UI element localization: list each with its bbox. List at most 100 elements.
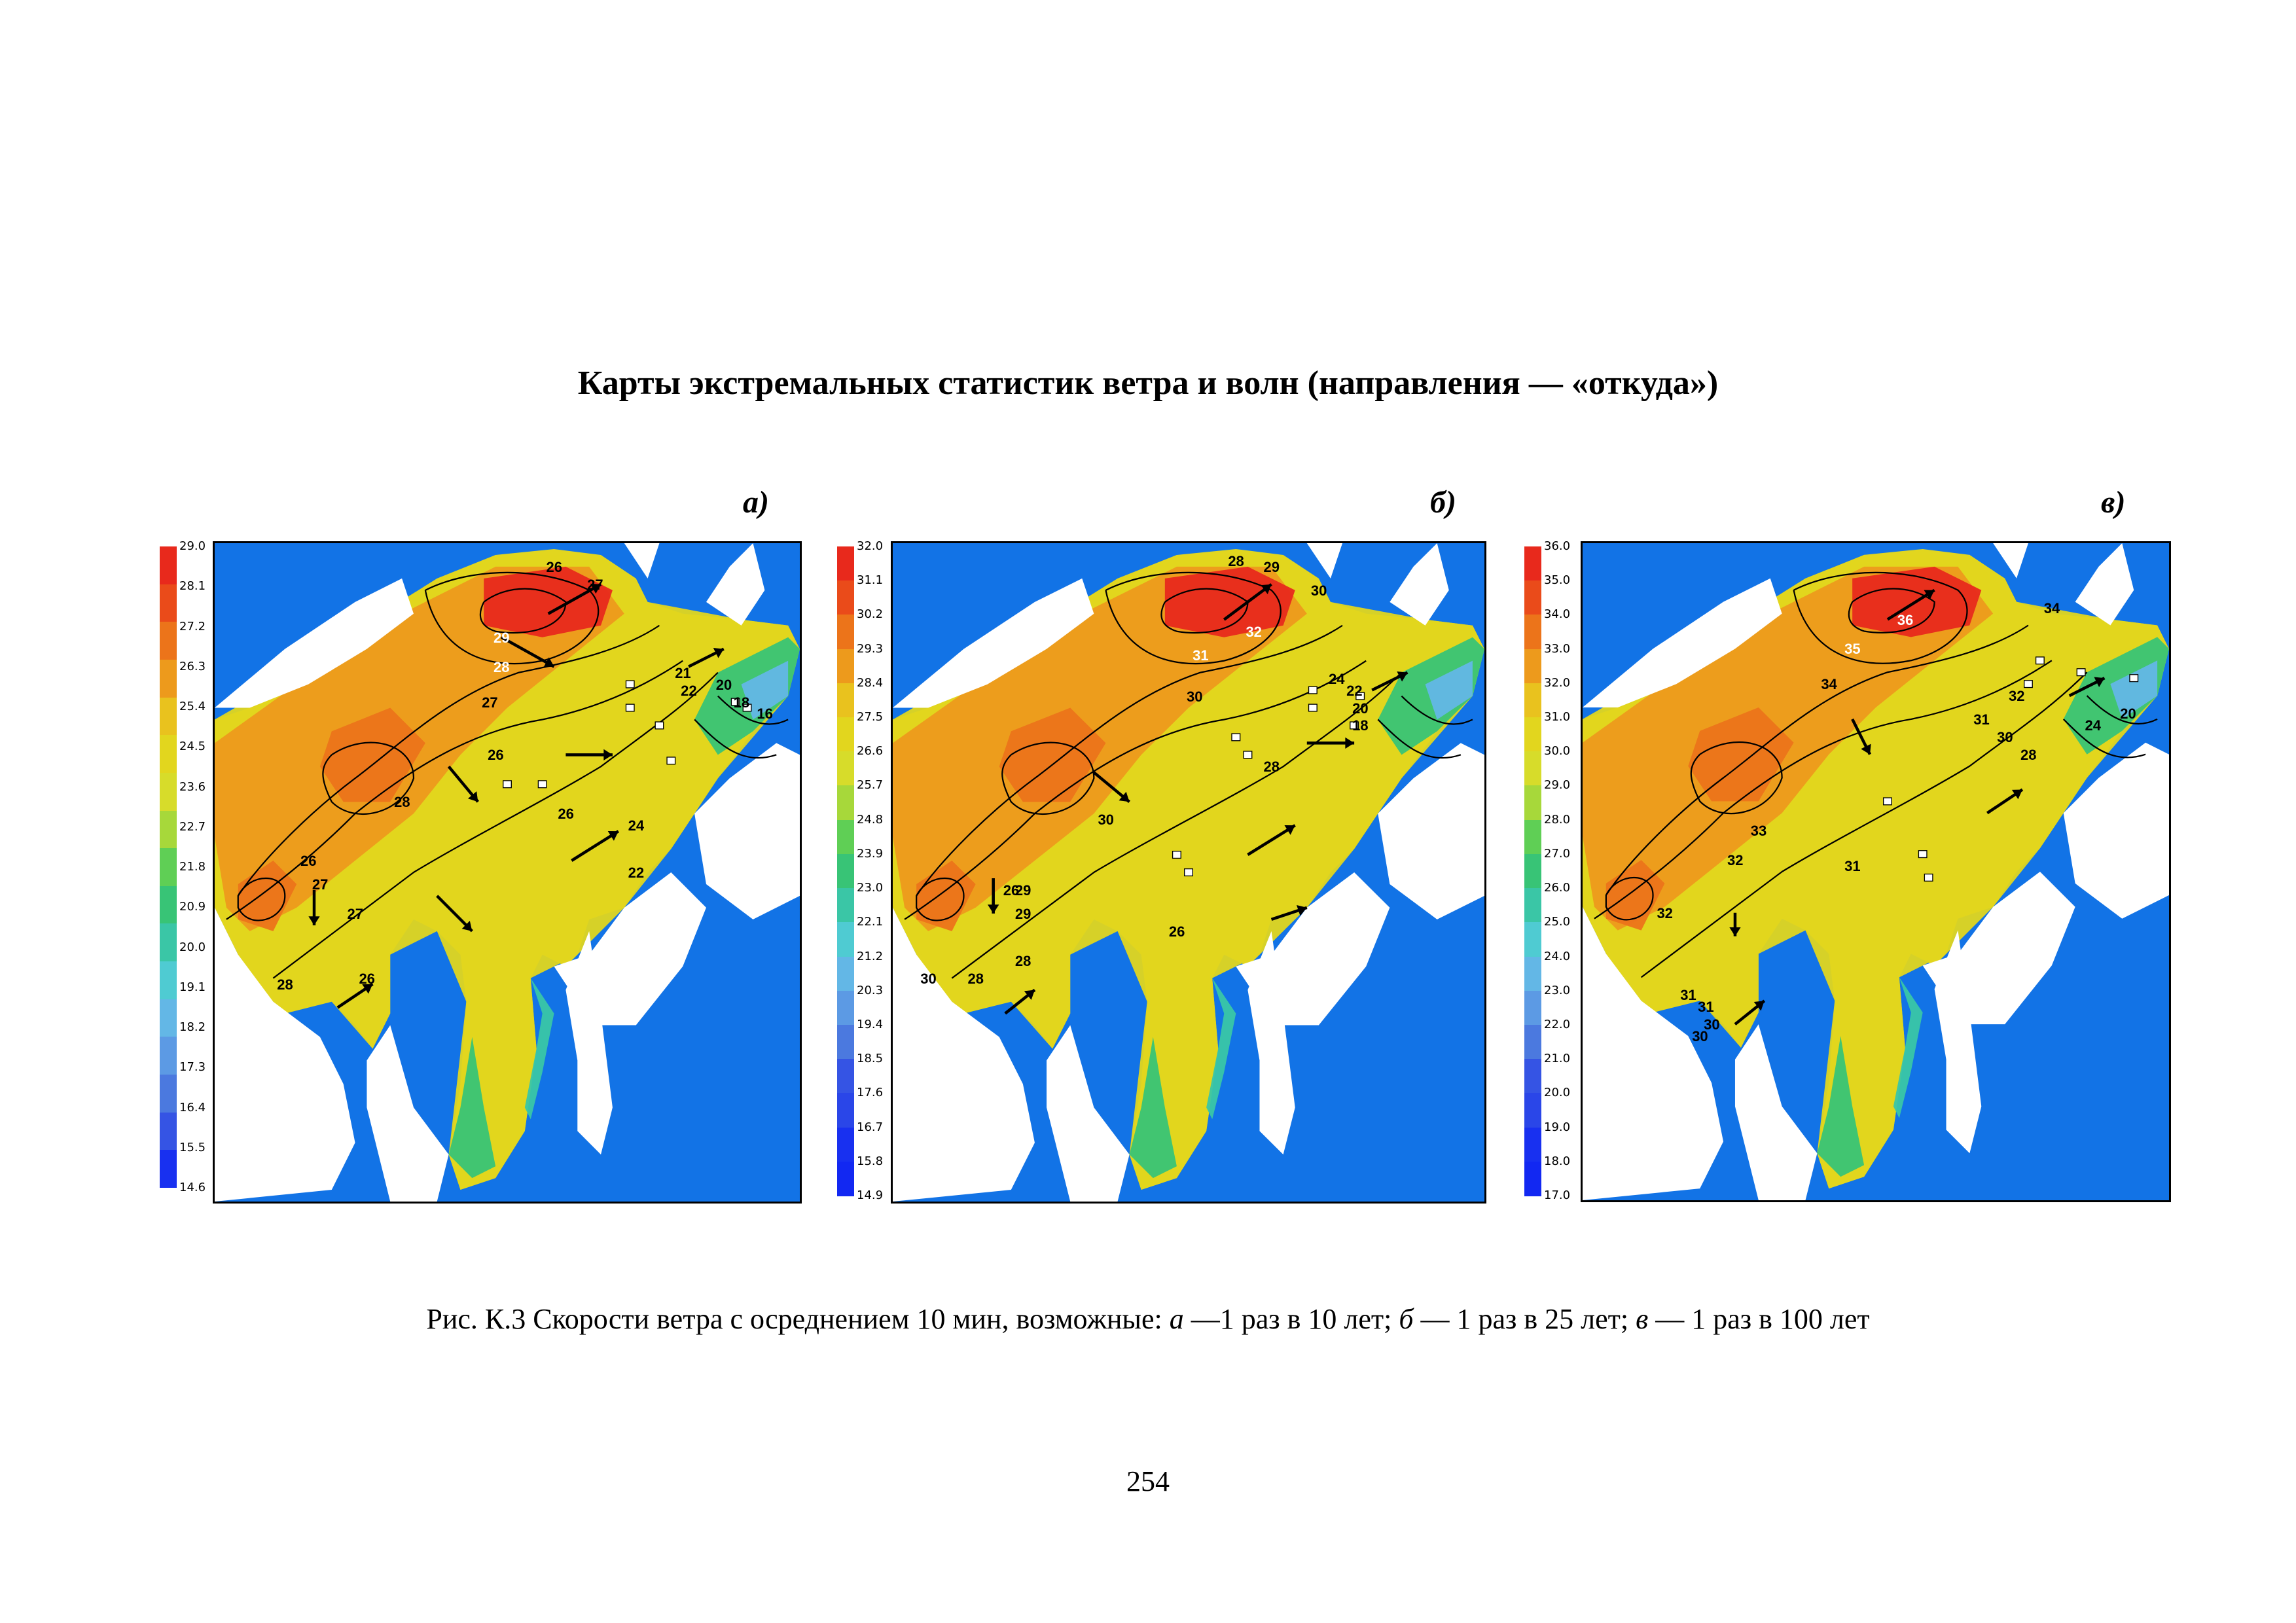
contour-value-label: 20	[2120, 705, 2136, 722]
legend-tick-label: 31.1	[857, 573, 884, 588]
panel-letter-a: а)	[743, 485, 769, 520]
legend-swatch	[160, 697, 177, 736]
contour-value-label: 20	[715, 676, 732, 693]
legend-tick-label: 16.4	[179, 1100, 206, 1115]
legend-swatch	[160, 848, 177, 887]
legend-swatch	[837, 1024, 854, 1060]
color-legend-a: 29.0 28.1 27.2 26.3 25.4 24.5 23.6 22.7 21.8 20.9…	[160, 541, 206, 1194]
legend-swatch	[837, 683, 854, 718]
isotach-contour	[1605, 876, 1654, 921]
legend-tick-label: 23.9	[857, 846, 884, 861]
wind-speed-zone	[319, 707, 425, 802]
station-marker	[1308, 686, 1318, 694]
wind-speed-zone	[1817, 965, 1865, 1177]
legend-swatch	[837, 580, 854, 616]
contour-value-label: 30	[1187, 688, 1203, 705]
map-svg	[1583, 543, 2169, 1200]
station-marker	[503, 780, 512, 789]
legend-swatch	[1524, 990, 1541, 1026]
legend-swatch	[837, 785, 854, 821]
legend-tick-label: 28.0	[1544, 812, 1571, 827]
wind-direction-arrow	[1371, 671, 1408, 692]
contour-value-label: 34	[2043, 599, 2060, 616]
wind-direction-arrow	[1270, 904, 1308, 921]
legend-tick-label: 14.9	[857, 1188, 884, 1202]
legend-tick-label: 23.6	[179, 779, 206, 794]
legend-tick-label: 24.8	[857, 812, 884, 827]
land-area	[1047, 1025, 1130, 1202]
wind-speed-zone	[448, 966, 496, 1179]
legend-swatch	[1524, 1161, 1541, 1196]
contour-value-label: 30	[1997, 728, 2013, 745]
wind-direction-arrow	[1851, 718, 1872, 755]
legend-tick-label: 26.6	[857, 744, 884, 758]
legend-swatch	[837, 990, 854, 1026]
legend-swatch	[160, 1150, 177, 1188]
wind-direction-arrow	[1734, 999, 1766, 1026]
legend-swatch	[160, 923, 177, 962]
page-number: 254	[1126, 1465, 1170, 1497]
isotach-contour	[2062, 719, 2146, 758]
contour-value-label: 22	[1346, 682, 1363, 699]
isotach-contour	[1793, 571, 1968, 664]
isotach-contour	[1605, 624, 2029, 896]
legend-tick-label: 18.2	[179, 1020, 206, 1034]
contour-value-label: 30	[920, 970, 937, 987]
contour-value-label: 26	[359, 970, 375, 987]
contour-value-label: 31	[1973, 711, 1990, 728]
isotach-contour	[1001, 741, 1095, 815]
wind-speed-map-c: 36 34 35 34 32 31 30 28 24 20 33 32 31 31 30 32 31 30	[1581, 541, 2171, 1202]
caption-letter-c: в	[1636, 1303, 1649, 1335]
legend-swatch	[837, 922, 854, 957]
station-marker	[1918, 850, 1928, 859]
legend-tick-label: 16.7	[857, 1120, 884, 1134]
isotach-contour	[951, 671, 1403, 979]
land-area	[1378, 743, 1484, 919]
contour-value-label: 34	[1821, 676, 1837, 693]
contour-value-label: 24	[2085, 717, 2101, 734]
land-area	[215, 907, 355, 1202]
legend-tick-label: 18.5	[857, 1052, 884, 1066]
legend-swatch	[160, 622, 177, 660]
legend-swatch	[160, 1112, 177, 1150]
legend-swatch	[160, 584, 177, 622]
legend-swatch	[837, 717, 854, 753]
legend-tick-label: 17.0	[1544, 1188, 1571, 1202]
contour-value-label: 31	[1698, 999, 1714, 1016]
wind-direction-arrow	[500, 635, 555, 668]
contour-value-label: 29	[1263, 558, 1280, 575]
isotach-contour	[1848, 588, 1935, 633]
contour-value-label: 32	[1657, 904, 1673, 921]
station-marker	[625, 680, 635, 688]
legend-tick-label: 29.3	[857, 641, 884, 656]
legend-tick-label: 27.2	[179, 619, 206, 633]
legend-swatch	[837, 853, 854, 889]
legend-swatch	[160, 885, 177, 924]
legend-swatch	[837, 615, 854, 650]
station-marker	[537, 780, 547, 789]
legend-tick-label: 30.0	[1544, 744, 1571, 758]
legend-tick-label: 27.0	[1544, 846, 1571, 861]
land-area	[1236, 872, 1390, 1026]
wind-speed-zone	[1688, 707, 1794, 802]
contour-value-label: 28	[2020, 746, 2037, 763]
map-svg	[893, 543, 1484, 1202]
station-marker	[1308, 704, 1318, 712]
legend-swatch	[1524, 717, 1541, 753]
legend-tick-label: 28.1	[179, 579, 206, 594]
station-marker	[2035, 656, 2045, 665]
station-marker	[1172, 850, 1181, 859]
land-area	[1390, 543, 1449, 626]
legend-swatch	[160, 1075, 177, 1113]
legend-tick-label: 29.0	[179, 539, 206, 553]
contour-value-label: 18	[1352, 717, 1369, 734]
legend-tick-label: 23.0	[857, 881, 884, 895]
land-area	[694, 743, 800, 919]
legend-swatch	[1524, 1024, 1541, 1060]
legend-tick-label: 36.0	[1544, 539, 1571, 553]
land-area	[367, 1025, 449, 1202]
wind-direction-arrow	[1306, 737, 1355, 749]
station-marker	[1243, 751, 1253, 759]
wind-speed-zone	[1206, 978, 1236, 1120]
legend-tick-label: 17.6	[857, 1086, 884, 1100]
